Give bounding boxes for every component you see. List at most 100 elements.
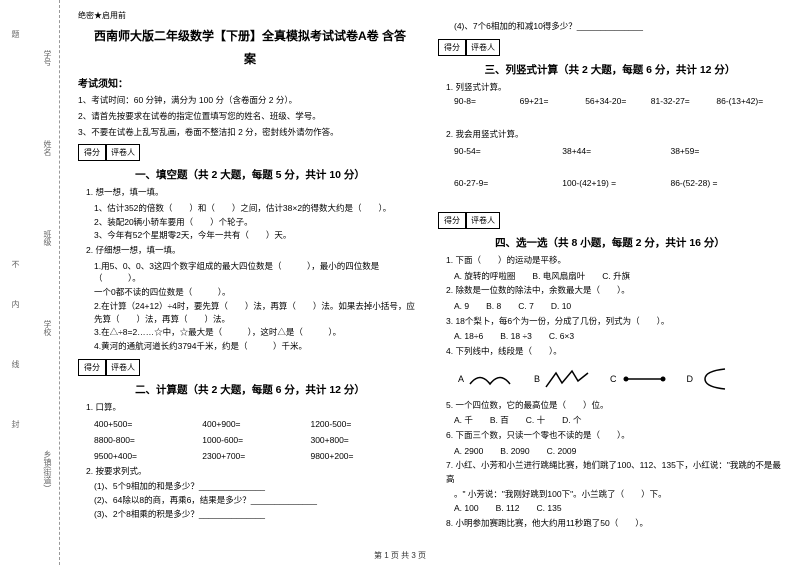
s2-q2-1: (1)、5个9相加的和是多少？______________ bbox=[94, 480, 422, 493]
marker-bu: 不 bbox=[10, 260, 21, 268]
calc: 400+500= bbox=[94, 419, 202, 429]
col2-top: (4)、7个6相加的和减10得多少？______________ bbox=[454, 20, 782, 33]
s1-q1-3: 3、今年有52个星期零2天，今年一共有（ ）天。 bbox=[94, 229, 422, 242]
score-box-4: 得分 评卷人 bbox=[438, 212, 782, 229]
shape-c-label: C bbox=[610, 374, 617, 384]
s4-q5: 5. 一个四位数，它的最高位是（ ）位。 bbox=[446, 399, 782, 413]
s3-row2b: 60-27-9= 100-(42+19) = 86-(52-28) = bbox=[454, 176, 782, 190]
marker-nei: 内 bbox=[10, 300, 21, 308]
s2-q1: 1. 口算。 bbox=[86, 401, 422, 415]
calc: 1000-600= bbox=[202, 435, 310, 445]
notice-1: 1、考试时间：60 分钟，满分为 100 分（含卷面分 2 分）。 bbox=[78, 94, 422, 107]
calc: 2300+700= bbox=[202, 451, 310, 461]
calc: 1200-500= bbox=[310, 419, 418, 429]
s4-q6: 6. 下面三个数，只读一个零也不读的是（ ）。 bbox=[446, 429, 782, 443]
calc: 400+900= bbox=[202, 419, 310, 429]
notice-3: 3、不要在试卷上乱写乱画，卷面不整洁扣 2 分，密封线外请勿作答。 bbox=[78, 126, 422, 139]
calc: 69+21= bbox=[520, 96, 586, 106]
page-number: 第 1 页 共 3 页 bbox=[374, 550, 426, 561]
exam-subtitle: 案 bbox=[78, 50, 422, 67]
shape-c-icon bbox=[621, 369, 671, 389]
s4-q3-opts: A. 18÷6 B. 18 ÷3 C. 6×3 bbox=[454, 330, 782, 343]
calc: 38+59= bbox=[670, 146, 778, 156]
shape-b-icon bbox=[544, 369, 594, 389]
s2-q2-3: (3)、2个8相乘的积是多少？______________ bbox=[94, 508, 422, 521]
s4-q3: 3. 18个梨卜，每6个为一份，分成了几份，列式为（ ）。 bbox=[446, 315, 782, 329]
calc-row-1: 400+500= 400+900= 1200-500= bbox=[94, 417, 422, 431]
s1-q1-2: 2、装配20辆小轿车要用（ ）个轮子。 bbox=[94, 216, 422, 229]
right-column: (4)、7个6相加的和减10得多少？______________ 得分 评卷人 … bbox=[430, 0, 790, 565]
s4-q2-opts: A. 9 B. 8 C. 7 D. 10 bbox=[454, 300, 782, 313]
marker-feng: 封 bbox=[10, 420, 21, 428]
calc: 81-32-27= bbox=[651, 96, 717, 106]
calc: 100-(42+19) = bbox=[562, 178, 670, 188]
score-label-4: 得分 bbox=[438, 212, 466, 229]
notice-2: 2、请首先按要求在试卷的指定位置填写您的姓名、班级、学号。 bbox=[78, 110, 422, 123]
score-box-2: 得分 评卷人 bbox=[78, 359, 422, 376]
score-box-1: 得分 评卷人 bbox=[78, 144, 422, 161]
s3-row1: 90-8= 69+21= 56+34-20= 81-32-27= 86-(13+… bbox=[454, 96, 782, 106]
s1-q2-1: 1.用5、0、0、3这四个数字组成的最大四位数是（ ），最小的四位数是（ ）。 bbox=[94, 260, 422, 286]
left-column: 绝密★启用前 西南师大版二年级数学【下册】全真模拟考试试卷A卷 含答 案 考试须… bbox=[70, 0, 430, 565]
s3-q1: 1. 列竖式计算。 bbox=[446, 81, 782, 95]
shape-d-label: D bbox=[687, 374, 694, 384]
section-2-title: 二、计算题（共 2 大题，每题 6 分，共计 12 分） bbox=[78, 382, 422, 397]
secret-label: 绝密★启用前 bbox=[78, 10, 422, 21]
s1-q2: 2. 仔细想一想，填一填。 bbox=[86, 244, 422, 258]
s4-q1-opts: A. 旋转的呼啦圈 B. 电风扇扇叶 C. 升旗 bbox=[454, 270, 782, 283]
shape-b-label: B bbox=[534, 374, 540, 384]
s4-q6-opts: A. 2900 B. 2090 C. 2009 bbox=[454, 445, 782, 458]
shape-a-icon bbox=[468, 369, 518, 389]
shape-options: A B C D bbox=[454, 367, 782, 391]
calc: 56+34-20= bbox=[585, 96, 651, 106]
s4-q7b: 。" 小芳说："我刚好跳到100下"。小兰跳了（ ）下。 bbox=[454, 488, 782, 501]
section-1-title: 一、填空题（共 2 大题，每题 5 分，共计 10 分） bbox=[78, 167, 422, 182]
s4-q2: 2. 除数是一位数的除法中，余数最大是（ ）。 bbox=[446, 284, 782, 298]
bind-label-town: 乡镇(街道) bbox=[42, 450, 53, 487]
exam-title: 西南师大版二年级数学【下册】全真模拟考试试卷A卷 含答 bbox=[78, 27, 422, 44]
grader-label-2: 评卷人 bbox=[106, 359, 140, 376]
s3-row2a: 90-54= 38+44= 38+59= bbox=[454, 144, 782, 158]
calc: 8800-800= bbox=[94, 435, 202, 445]
s1-q1-1: 1、估计352的倍数（ ）和（ ）之间，估计38×2的得数大约是（ ）。 bbox=[94, 202, 422, 215]
s2-q2-2: (2)、64除以8的商，再乘6，结果是多少？______________ bbox=[94, 494, 422, 507]
s1-q2-4: 4.黄河的通航河道长约3794千米，约是（ ）千米。 bbox=[94, 340, 422, 353]
calc: 38+44= bbox=[562, 146, 670, 156]
score-label-2: 得分 bbox=[78, 359, 106, 376]
bind-label-name: 姓名 bbox=[42, 140, 53, 156]
s1-q2-1b: 一个0都不读的四位数是（ ）。 bbox=[94, 286, 422, 299]
s4-q8: 8. 小明参加赛跑比赛，他大约用11秒跑了50（ ）。 bbox=[446, 517, 782, 531]
calc: 60-27-9= bbox=[454, 178, 562, 188]
score-box-3: 得分 评卷人 bbox=[438, 39, 782, 56]
s4-q4: 4. 下列线中，线段是（ ）。 bbox=[446, 345, 782, 359]
marker-ti: 题 bbox=[10, 30, 21, 38]
score-label: 得分 bbox=[78, 144, 106, 161]
s1-q1: 1. 想一想，填一填。 bbox=[86, 186, 422, 200]
s1-q2-3: 3.在△÷8=2……☆中，☆最大是（ ），这时△是（ ）。 bbox=[94, 326, 422, 339]
section-3-title: 三、列竖式计算（共 2 大题，每题 6 分，共计 12 分） bbox=[438, 62, 782, 77]
calc: 9500+400= bbox=[94, 451, 202, 461]
marker-xian: 线 bbox=[10, 360, 21, 368]
notice-head: 考试须知： bbox=[78, 75, 422, 90]
shape-a-label: A bbox=[458, 374, 464, 384]
s2-q2: 2. 按要求列式。 bbox=[86, 465, 422, 479]
calc: 86-(52-28) = bbox=[670, 178, 778, 188]
s4-q7: 7. 小红、小芳和小兰进行跳绳比赛，她们跳了100、112、135下，小红说："… bbox=[446, 459, 782, 486]
shape-d-icon bbox=[697, 367, 737, 391]
binding-margin: 学号 姓名 班级 学校 乡镇(街道) 题 不 内 线 封 bbox=[0, 0, 60, 565]
s4-q1: 1. 下面（ ）的运动是平移。 bbox=[446, 254, 782, 268]
calc: 300+800= bbox=[310, 435, 418, 445]
calc-row-3: 9500+400= 2300+700= 9800+200= bbox=[94, 449, 422, 463]
s4-q5-opts: A. 千 B. 百 C. 十 D. 个 bbox=[454, 414, 782, 427]
section-4-title: 四、选一选（共 8 小题，每题 2 分，共计 16 分） bbox=[438, 235, 782, 250]
calc: 9800+200= bbox=[310, 451, 418, 461]
grader-label-3: 评卷人 bbox=[466, 39, 500, 56]
bind-label-class: 班级 bbox=[42, 230, 53, 246]
bind-label-id: 学号 bbox=[42, 50, 53, 66]
calc: 90-54= bbox=[454, 146, 562, 156]
calc: 90-8= bbox=[454, 96, 520, 106]
grader-label: 评卷人 bbox=[106, 144, 140, 161]
calc-row-2: 8800-800= 1000-600= 300+800= bbox=[94, 433, 422, 447]
s4-q7-opts: A. 100 B. 112 C. 135 bbox=[454, 502, 782, 515]
s1-q2-2: 2.在计算（24+12）÷4时，要先算（ ）法，再算（ ）法。如果去掉小括号，应… bbox=[94, 300, 422, 326]
